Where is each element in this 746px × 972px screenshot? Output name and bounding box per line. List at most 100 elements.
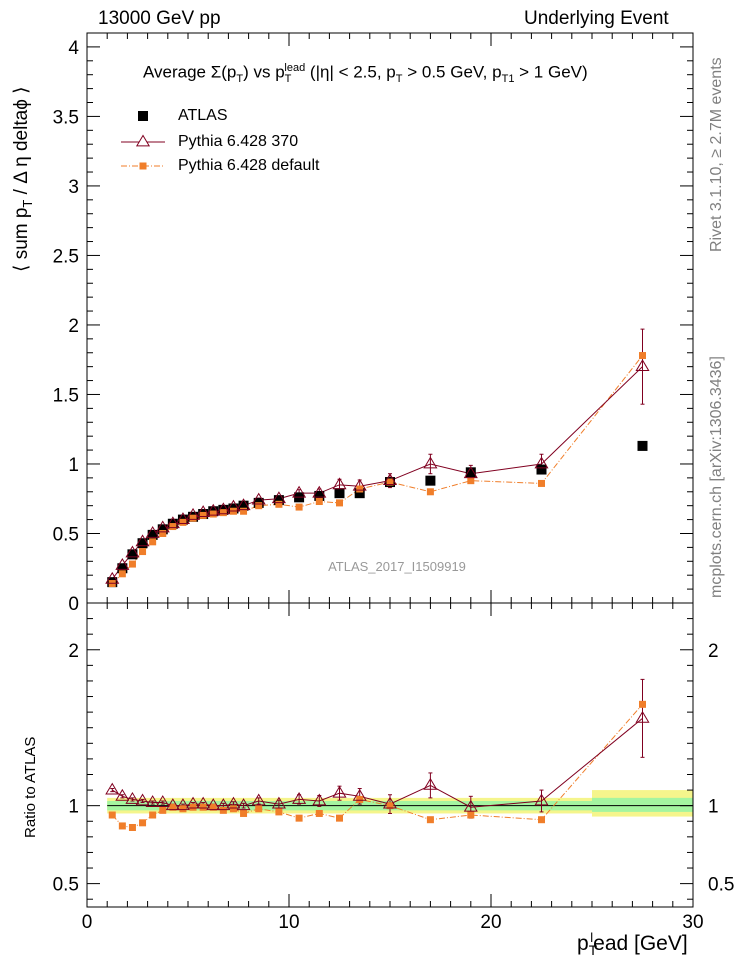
- main-y-tick-label: 0: [68, 594, 79, 615]
- ratio-tune370-point: [206, 798, 221, 811]
- default-point: [467, 477, 475, 485]
- atlas-point: [465, 467, 476, 478]
- ratio-y-tick-label-right: 2: [708, 641, 719, 662]
- ratio-default-point: [538, 816, 545, 824]
- y-axis-label: ⟨ sum pT / Δ η deltaϕ ⟩: [11, 86, 35, 272]
- ratio-default-point: [336, 814, 343, 822]
- ratio-tune370-point: [271, 796, 286, 809]
- ratio-tune370-point: [534, 793, 549, 806]
- default-point: [199, 511, 207, 519]
- ratio-default-point: [295, 814, 303, 822]
- ratio-default-point: [315, 809, 323, 817]
- atlas-point: [127, 549, 138, 560]
- ratio-tune370-point: [292, 791, 307, 804]
- tune370-point: [115, 557, 130, 570]
- ratio-default-point: [118, 822, 126, 830]
- atlas-point: [157, 524, 168, 535]
- ratio-default-point: [255, 805, 263, 813]
- default-point: [255, 502, 263, 510]
- ratio-tune370-point: [352, 788, 367, 801]
- tick-labels: 00.511.522.533.540.5 0.51 12 20 10 20 30: [53, 38, 735, 933]
- ratio-series: [105, 678, 650, 831]
- default-point: [159, 529, 167, 537]
- default-point: [386, 478, 394, 486]
- default-point: [356, 485, 364, 493]
- tune370-point: [155, 520, 170, 533]
- ratio-default-point: [128, 823, 136, 831]
- main-y-tick-label: 4: [68, 38, 79, 59]
- ratio-tune370-point: [216, 798, 231, 811]
- tune370-point: [185, 507, 201, 520]
- legend-tune370-marker: [135, 134, 151, 147]
- tune370-point: [271, 491, 286, 504]
- tune370-point: [382, 473, 398, 486]
- ratio-tune370-point: [145, 795, 160, 807]
- default-point: [295, 503, 303, 511]
- header-left: 13000 GeV pp: [98, 8, 221, 29]
- atlas-point: [354, 488, 365, 499]
- ratio-tune370-point: [312, 793, 327, 806]
- atlas-point: [117, 563, 128, 574]
- ratio-y-tick-label: 1: [68, 797, 79, 818]
- ratio-default-point: [169, 803, 177, 811]
- atlas-point: [637, 440, 648, 451]
- tune370-point: [463, 466, 478, 479]
- default-point: [336, 499, 343, 507]
- ratio-default-point: [467, 811, 475, 819]
- x-axis-label: pTlead [GeV]: [577, 930, 688, 959]
- main-y-tick-label: 1.5: [53, 385, 79, 406]
- ratio-tune370-point: [423, 777, 438, 790]
- ratio-default-point: [426, 816, 434, 824]
- tune370-point: [635, 359, 650, 372]
- ratio-default-point: [209, 803, 217, 811]
- ratio-tune370-point: [155, 795, 170, 807]
- ratio-default-point: [219, 806, 227, 814]
- main-y-tick-label: 1: [68, 455, 79, 476]
- ratio-tune370-point: [236, 798, 251, 811]
- ratio-tune370-point: [105, 782, 120, 795]
- default-point: [240, 507, 248, 515]
- default-point: [219, 509, 227, 517]
- ratio-tune370-point: [185, 796, 201, 809]
- ratio-tune370-point: [463, 799, 478, 812]
- ratio-tune370-point: [125, 791, 140, 804]
- default-point: [169, 523, 177, 531]
- atlas-point: [147, 529, 158, 540]
- legend-label-pythia-370: Pythia 6.428 370: [178, 133, 299, 150]
- ratio-y-tick-label: 0.5: [53, 875, 79, 896]
- ratio-tune370-point: [251, 793, 266, 806]
- ratio-default-point: [639, 700, 646, 708]
- tune370-point: [352, 478, 367, 491]
- tune370-point: [145, 526, 160, 538]
- tune370-point: [332, 477, 347, 490]
- main-y-tick-label: 3.5: [53, 107, 79, 128]
- default-point: [128, 560, 136, 568]
- ratio-default-point: [386, 802, 394, 810]
- ratio-y-tick-label: 2: [68, 641, 79, 662]
- default-point: [315, 498, 323, 506]
- ratio-default-point: [275, 808, 283, 816]
- tune370-point: [236, 498, 251, 511]
- tune370-point: [251, 492, 266, 505]
- ratio-plot-frame: [86, 602, 694, 908]
- default-point: [209, 510, 217, 518]
- tune370-point: [105, 571, 120, 584]
- atlas-point: [137, 538, 148, 549]
- ratio-default-point: [189, 803, 197, 811]
- ratio-default-point: [159, 806, 167, 814]
- tune370-point: [292, 485, 307, 498]
- ratio-bands: [107, 790, 693, 817]
- ratio-tune370-point: [635, 710, 650, 723]
- legend-label-pythia-default: Pythia 6.428 default: [178, 157, 320, 174]
- default-point: [149, 538, 157, 546]
- default-point: [139, 548, 147, 556]
- ratio-band-inner: [592, 797, 693, 812]
- default-point: [179, 518, 187, 526]
- header-right: Underlying Event: [524, 8, 669, 29]
- tune370-point: [165, 516, 180, 529]
- main-y-tick-label: 2.5: [53, 246, 79, 267]
- rivet-label: Rivet 3.1.10, ≥ 2.7M events: [708, 57, 725, 252]
- plot-title: Average Σ(pT) vs pTlead (|η| < 2.5, pT >…: [143, 62, 588, 86]
- ratio-tune370-point: [196, 796, 211, 809]
